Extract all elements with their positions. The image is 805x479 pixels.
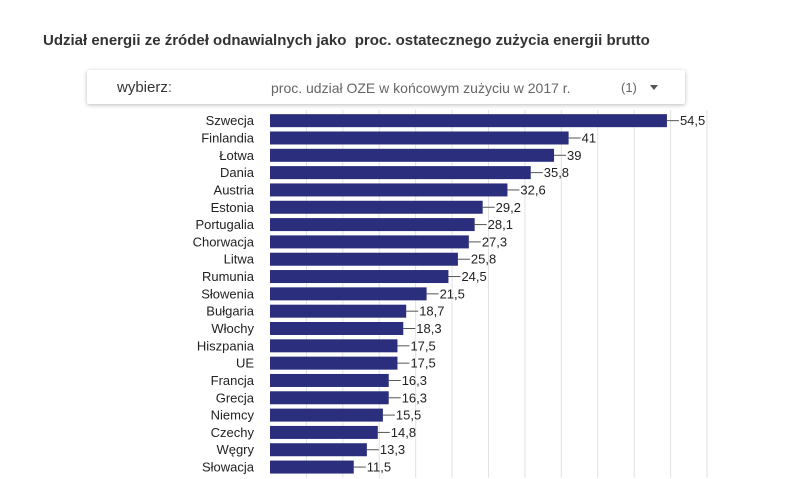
data-label: 27,3	[482, 234, 507, 249]
data-label: 39	[567, 148, 581, 163]
category-label: Austria	[214, 182, 255, 197]
category-label: Słowenia	[201, 286, 255, 301]
category-label: Węgry	[216, 442, 254, 457]
category-label: Łotwa	[219, 148, 254, 163]
category-label: Francja	[211, 373, 255, 388]
data-label: 25,8	[471, 252, 496, 267]
data-label: 15,5	[396, 408, 421, 423]
data-label: 17,5	[410, 338, 435, 353]
bar	[270, 322, 404, 335]
bar	[270, 443, 367, 457]
data-label: 11,5	[367, 460, 391, 475]
bar	[270, 200, 483, 214]
category-label: Niemcy	[211, 408, 255, 423]
data-label: 13,3	[380, 442, 405, 457]
data-label: 18,3	[416, 321, 441, 336]
category-label: Włochy	[211, 321, 254, 336]
bar	[270, 252, 458, 266]
data-label: 28,1	[488, 217, 513, 232]
category-label: Litwa	[224, 252, 255, 267]
bar	[270, 408, 383, 422]
bar	[270, 391, 389, 405]
bar	[270, 218, 475, 232]
bar	[270, 304, 407, 318]
category-label: Czechy	[211, 425, 255, 440]
data-label: 35,8	[544, 165, 569, 180]
bar	[270, 183, 508, 197]
caret-down-icon[interactable]	[650, 85, 658, 90]
bar	[270, 339, 398, 353]
bar	[270, 148, 555, 162]
bar	[270, 131, 569, 145]
bar	[270, 287, 427, 301]
data-label: 18,7	[419, 304, 444, 319]
indicator-dropdown[interactable]: wybierz: proc. udział OZE w końcowym zuż…	[87, 70, 685, 104]
bar	[270, 270, 449, 284]
category-label: UE	[236, 356, 254, 371]
category-label: Portugalia	[195, 217, 254, 232]
category-label: Grecja	[216, 390, 255, 405]
bar	[270, 235, 469, 249]
data-label: 21,5	[440, 286, 465, 301]
bar	[270, 166, 531, 180]
dropdown-selected-value: proc. udział OZE w końcowym zużyciu w 20…	[271, 80, 571, 96]
data-label: 24,5	[461, 269, 486, 284]
category-label: Finlandia	[201, 130, 255, 145]
category-label: Rumunia	[202, 269, 255, 284]
category-label: Dania	[220, 165, 255, 180]
data-label: 14,8	[391, 425, 416, 440]
bar	[270, 114, 667, 128]
category-label: Szwecja	[206, 113, 255, 128]
dropdown-label: wybierz:	[117, 79, 173, 96]
bar	[270, 425, 378, 439]
data-label: 54,5	[680, 113, 705, 128]
category-label: Słowacja	[202, 460, 255, 475]
category-label: Bułgaria	[206, 304, 254, 319]
chart-title: Udział energii ze źródeł odnawialnych ja…	[43, 32, 650, 49]
bar	[270, 460, 354, 474]
category-label: Estonia	[211, 200, 255, 215]
data-label: 17,5	[410, 356, 435, 371]
bar	[270, 373, 389, 387]
category-label: Chorwacja	[193, 234, 255, 249]
data-label: 29,2	[496, 200, 521, 215]
data-label: 16,3	[402, 390, 427, 405]
category-label: Hiszpania	[197, 338, 255, 353]
selected-count-badge: (1)	[621, 80, 637, 95]
bar	[270, 356, 398, 370]
data-label: 16,3	[402, 373, 427, 388]
data-label: 41	[582, 130, 596, 145]
data-label: 32,6	[520, 182, 545, 197]
